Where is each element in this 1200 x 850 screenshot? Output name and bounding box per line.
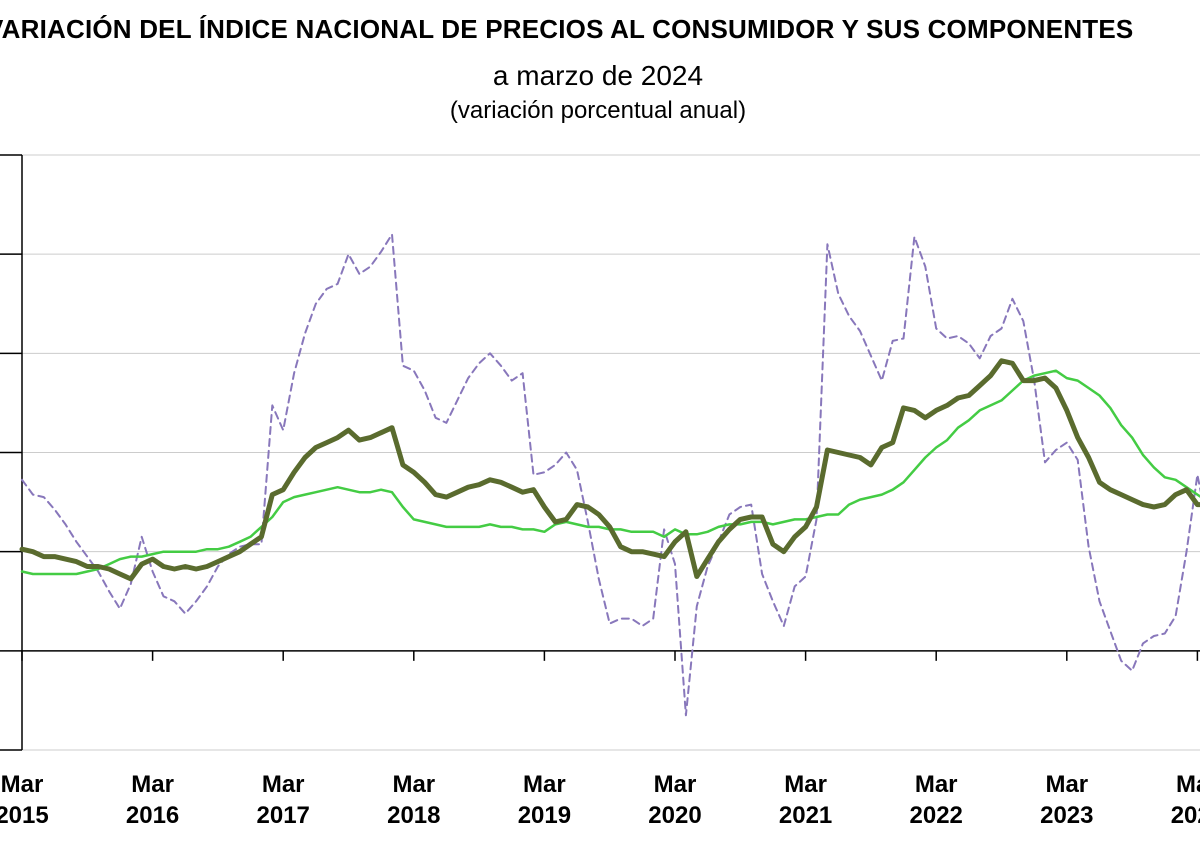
x-tick-label-year: 2016 [126,802,179,829]
x-tick-label-month: Mar [1045,771,1088,798]
x-tick-label-year: 2022 [910,802,963,829]
series-line-no_subyacente [21,233,1200,717]
x-tick-label-month: Mar [784,771,827,798]
chart-title-text: VARIACIÓN DEL ÍNDICE NACIONAL DE PRECIOS… [0,14,1134,44]
series-lines [19,233,1200,717]
x-tick-label-month: Mar [1176,771,1200,798]
series-line-inpc [19,358,1200,582]
x-tick-label-year: 2024 [1171,802,1200,829]
x-tick-label-year: 2023 [1040,802,1093,829]
x-tick-label-year: 2021 [779,802,832,829]
x-tick-label-month: Mar [523,771,566,798]
x-tick-label-year: 2019 [518,802,571,829]
series-line-subyacente [20,369,1200,576]
x-tick-label-year: 2020 [648,802,701,829]
x-tick-label-month: Mar [131,771,174,798]
x-tick-label-year: 2018 [387,802,440,829]
x-tick-label-month: Mar [1,771,44,798]
chart-subtitle: a marzo de 2024 [492,60,704,91]
x-tick-label-year: 2017 [257,802,310,829]
chart-unit-label: (variación porcentual anual) [449,97,747,124]
x-tick-label-month: Mar [392,771,435,798]
x-tick-label-month: Mar [262,771,305,798]
x-tick-label-month: Mar [654,771,697,798]
x-tick-labels: Mar 2015 Mar 2016 Mar 2017 Mar 2018 Mar 2019 Mar 20… [0,771,1200,829]
gridlines [22,154,1200,751]
x-tick-label-year: 2015 [0,802,49,829]
x-tick-label-month: Mar [915,771,958,798]
axes [0,154,1200,751]
